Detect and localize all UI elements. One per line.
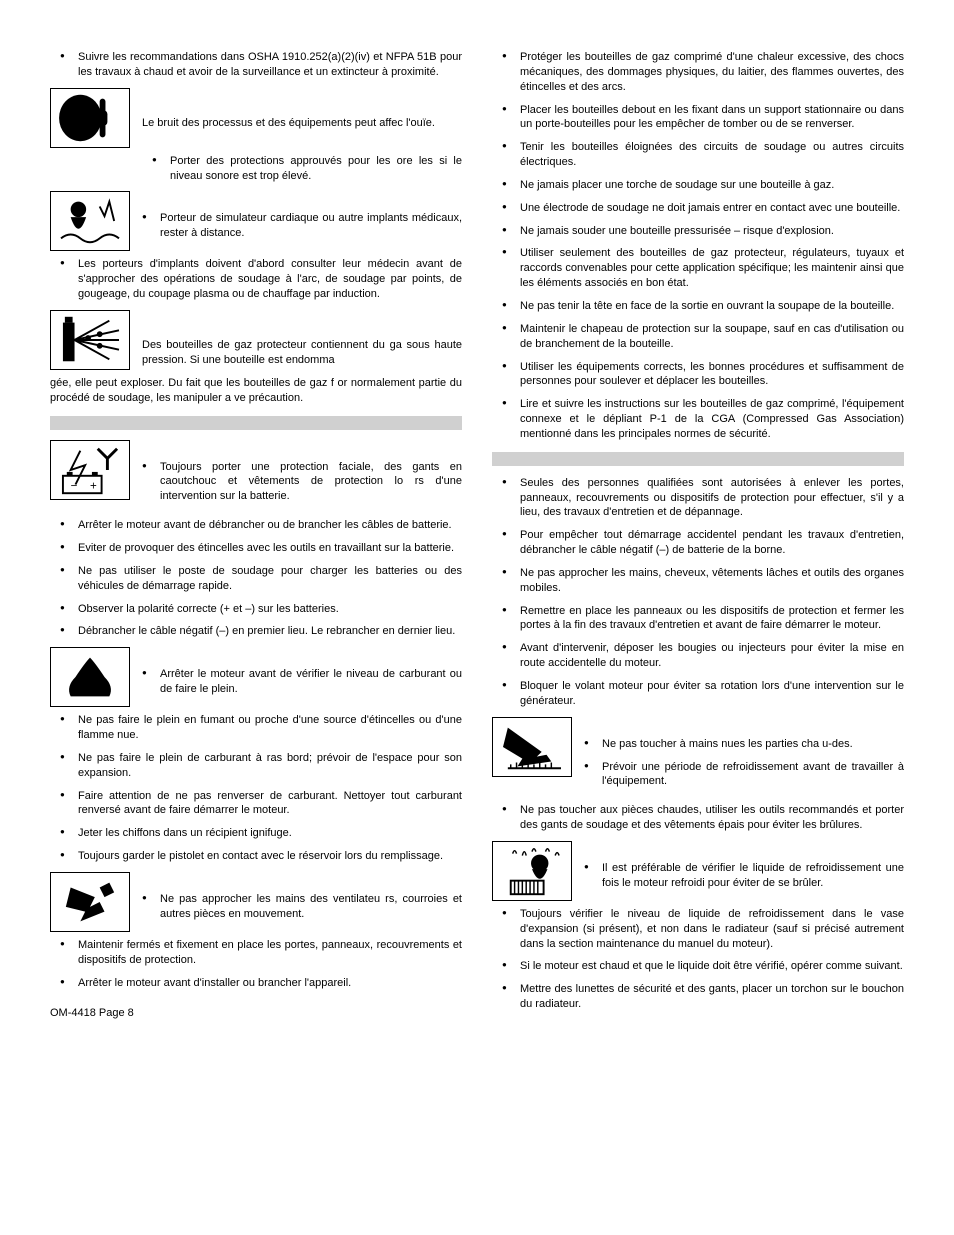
list-item: Une électrode de soudage ne doit jamais … xyxy=(520,201,904,216)
list-item: Utiliser seulement des bouteilles de gaz… xyxy=(520,246,904,291)
list-item: Faire attention de ne pas renverser de c… xyxy=(78,789,462,819)
list-item: Maintenir fermés et fixement en place le… xyxy=(78,938,462,968)
cylinder-right-list: Protéger les bouteilles de gaz comprimé … xyxy=(492,50,904,442)
list-item: Arrêter le moteur avant d'installer ou b… xyxy=(78,976,462,991)
battery-list: Arrêter le moteur avant de débrancher ou… xyxy=(50,518,462,639)
pacemaker-block: Porteur de simulateur cardiaque ou autre… xyxy=(50,191,462,251)
cylinder-block: Des bouteilles de gaz protecteur contien… xyxy=(50,310,462,370)
hot-block: Ne pas toucher à mains nues les parties … xyxy=(492,717,904,798)
list-item: Ne jamais placer une torche de soudage s… xyxy=(520,178,904,193)
list-item: Mettre des lunettes de sécurité et des g… xyxy=(520,982,904,1012)
list-item: Toujours porter une protection faciale, … xyxy=(160,460,462,505)
list-item: Pour empêcher tout démarrage accidentel … xyxy=(520,528,904,558)
cylinder-para: gée, elle peut exploser. Du fait que les… xyxy=(50,376,462,406)
list-item: Toujours garder le pistolet en contact a… xyxy=(78,849,462,864)
list-item: Seules des personnes qualifiées sont aut… xyxy=(520,476,904,521)
list-item: Ne pas faire le plein de carburant à ras… xyxy=(78,751,462,781)
list-item: Prévoir une période de refroidissement a… xyxy=(602,760,904,790)
list-item: Observer la polarité correcte (+ et –) s… xyxy=(78,602,462,617)
coolant-side-list: Il est préférable de vérifier le liquide… xyxy=(584,861,904,891)
list-item: Ne pas toucher à mains nues les parties … xyxy=(602,737,904,752)
list-item: Lire et suivre les instructions sur les … xyxy=(520,397,904,442)
pacemaker-list: Les porteurs d'implants doivent d'abord … xyxy=(50,257,462,302)
list-item: Arrêter le moteur avant de vérifier le n… xyxy=(160,667,462,697)
list-item: Tenir les bouteilles éloignées des circu… xyxy=(520,140,904,170)
hot-list: Ne pas toucher aux pièces chaudes, utili… xyxy=(492,803,904,833)
hot-icon xyxy=(492,717,572,777)
moving-list: Maintenir fermés et fixement en place le… xyxy=(50,938,462,991)
list-item: Maintenir le chapeau de protection sur l… xyxy=(520,322,904,352)
list-item: Remettre en place les panneaux ou les di… xyxy=(520,604,904,634)
battery-icon: −+ xyxy=(50,440,130,500)
list-item: Porteur de simulateur cardiaque ou autre… xyxy=(160,211,462,241)
list-item: Placer les bouteilles debout en les fixa… xyxy=(520,103,904,133)
fuel-side-list: Arrêter le moteur avant de vérifier le n… xyxy=(142,667,462,697)
noise-list: Porter des protections approuvés pour le… xyxy=(50,154,462,184)
moving-side-list: Ne pas approcher les mains des ventilate… xyxy=(142,892,462,922)
section-divider xyxy=(50,416,462,430)
list-item: Ne pas tenir la tête en face de la sorti… xyxy=(520,299,904,314)
list-item: Toujours vérifier le niveau de liquide d… xyxy=(520,907,904,952)
list-item: Ne pas faire le plein en fumant ou proch… xyxy=(78,713,462,743)
list-item: Si le moteur est chaud et que le liquide… xyxy=(520,959,904,974)
list-item: Avant d'intervenir, déposer les bougies … xyxy=(520,641,904,671)
pacemaker-side-list: Porteur de simulateur cardiaque ou autre… xyxy=(142,211,462,241)
list-item: Les porteurs d'implants doivent d'abord … xyxy=(78,257,462,302)
coolant-icon xyxy=(492,841,572,901)
pacemaker-icon xyxy=(50,191,130,251)
coolant-block: Il est préférable de vérifier le liquide… xyxy=(492,841,904,901)
moving-block: Ne pas approcher les mains des ventilate… xyxy=(50,872,462,932)
list-item: Débrancher le câble négatif (–) en premi… xyxy=(78,624,462,639)
noise-block: Le bruit des processus et des équipement… xyxy=(50,88,462,148)
cylinder-side: Des bouteilles de gaz protecteur contien… xyxy=(142,310,462,368)
list-item: Bloquer le volant moteur pour éviter sa … xyxy=(520,679,904,709)
list-item: Il est préférable de vérifier le liquide… xyxy=(602,861,904,891)
cylinder-icon xyxy=(50,310,130,370)
list-item: Utiliser les équipements corrects, les b… xyxy=(520,360,904,390)
fuel-list: Ne pas faire le plein en fumant ou proch… xyxy=(50,713,462,864)
list-item: Ne pas utiliser le poste de soudage pour… xyxy=(78,564,462,594)
noise-text: Le bruit des processus et des équipement… xyxy=(142,88,462,131)
list-item: Eviter de provoquer des étincelles avec … xyxy=(78,541,462,556)
list-item: Porter des protections approuvés pour le… xyxy=(170,154,462,184)
list-item: Ne pas approcher les mains des ventilate… xyxy=(160,892,462,922)
hot-side-list: Ne pas toucher à mains nues les parties … xyxy=(584,737,904,790)
fuel-icon xyxy=(50,647,130,707)
noise-icon xyxy=(50,88,130,148)
list-item: Protéger les bouteilles de gaz comprimé … xyxy=(520,50,904,95)
list-item: Ne pas toucher aux pièces chaudes, utili… xyxy=(520,803,904,833)
list-item: Jeter les chiffons dans un récipient ign… xyxy=(78,826,462,841)
maintenance-list: Seules des personnes qualifiées sont aut… xyxy=(492,476,904,709)
list-item: Ne pas approcher les mains, cheveux, vêt… xyxy=(520,566,904,596)
coolant-list: Toujours vérifier le niveau de liquide d… xyxy=(492,907,904,1012)
svg-text:+: + xyxy=(90,479,97,492)
battery-side-list: Toujours porter une protection faciale, … xyxy=(142,460,462,505)
battery-block: −+ Toujours porter une protection facial… xyxy=(50,440,462,513)
list-item: Arrêter le moteur avant de débrancher ou… xyxy=(78,518,462,533)
list-item: Suivre les recommandations dans OSHA 191… xyxy=(78,50,462,80)
moving-icon xyxy=(50,872,130,932)
page-footer: OM-4418 Page 8 xyxy=(50,1006,462,1021)
osha-list: Suivre les recommandations dans OSHA 191… xyxy=(50,50,462,80)
fuel-block: Arrêter le moteur avant de vérifier le n… xyxy=(50,647,462,707)
section-divider xyxy=(492,452,904,466)
list-item: Ne jamais souder une bouteille pressuris… xyxy=(520,224,904,239)
